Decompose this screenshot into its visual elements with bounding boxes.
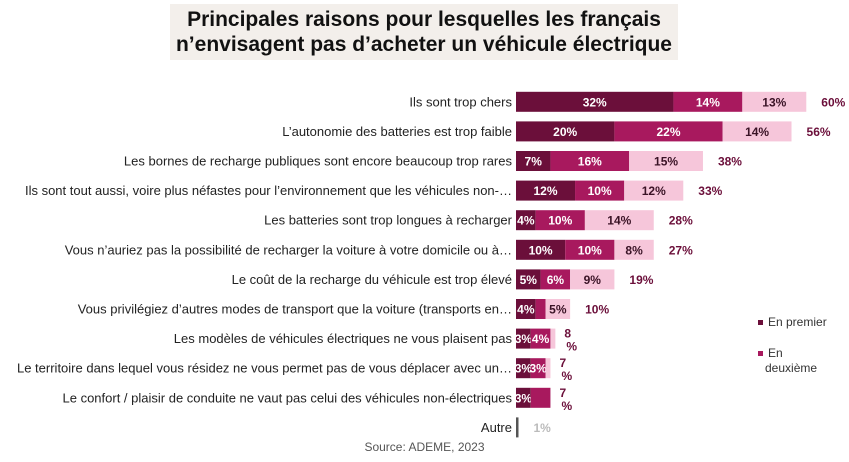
category-label: Vous n’auriez pas la possibilité de rech…	[65, 242, 512, 257]
total-label: 33%	[698, 184, 722, 198]
bar-segment	[530, 387, 551, 408]
bar-segment	[516, 387, 531, 408]
data-label: 9%	[584, 273, 602, 287]
data-label: 13%	[762, 95, 786, 109]
data-label: 12%	[534, 184, 558, 198]
data-label: 12%	[642, 184, 666, 198]
bar-segment	[614, 121, 723, 142]
data-label: 4%	[532, 332, 550, 346]
total-label: 1%	[534, 421, 552, 435]
bar-segment	[629, 151, 703, 171]
bar-segment	[516, 239, 566, 260]
data-label: 5%	[549, 303, 567, 317]
category-label: Les batteries sont trop longues à rechar…	[264, 213, 513, 228]
data-label: 14%	[745, 125, 769, 139]
data-label: 4%	[517, 214, 535, 228]
total-label: 38%	[718, 155, 742, 169]
legend-marker	[758, 351, 763, 356]
chart-title: Principales raisons pour lesquelles les …	[170, 4, 678, 60]
total-label: 60%	[821, 95, 845, 109]
bar-segment	[545, 358, 551, 379]
total-label: 56%	[807, 125, 831, 139]
bar-segment	[516, 269, 541, 290]
data-label: 6%	[547, 273, 565, 287]
data-label: 15%	[654, 155, 678, 169]
bar-segment	[516, 151, 551, 171]
legend-label: En premier	[768, 315, 827, 329]
data-label: 10%	[578, 243, 602, 257]
bar-segment	[516, 180, 576, 201]
total-label: 19%	[629, 273, 653, 287]
data-label: 10%	[529, 243, 553, 257]
bar-segment	[530, 328, 551, 349]
bar-segment	[530, 358, 546, 379]
bar-segment	[516, 91, 674, 112]
bar-segment	[565, 239, 615, 260]
bar-segment	[545, 299, 571, 319]
bar-segment	[742, 91, 807, 112]
bar-segment	[570, 269, 615, 290]
category-label: Autre	[481, 420, 512, 435]
data-label: 10%	[548, 214, 572, 228]
data-label: 22%	[657, 125, 681, 139]
bar-segment	[550, 328, 556, 349]
total-label: 27%	[669, 243, 693, 257]
legend-label: En deuxième	[765, 346, 817, 375]
category-label: Ils sont trop chers	[409, 94, 512, 109]
data-label: 7%	[525, 155, 543, 169]
bar-segment	[584, 210, 654, 231]
bar-segment	[516, 121, 615, 142]
data-label: 5%	[520, 273, 538, 287]
data-label: 3%	[515, 391, 533, 405]
bar-segment	[516, 328, 531, 349]
data-label: 4%	[517, 303, 535, 317]
total-label: 28%	[669, 214, 693, 228]
data-label: 14%	[696, 95, 720, 109]
bar-segment	[673, 91, 743, 112]
data-label: 3%	[515, 362, 533, 376]
source-note: Source: ADEME, 2023	[364, 440, 485, 454]
category-label: Vous privilégiez d’autres modes de trans…	[78, 302, 512, 317]
total-label: 7%	[559, 386, 572, 413]
legend-marker	[758, 320, 763, 325]
bar-segment	[535, 299, 546, 319]
bar-segment	[535, 210, 585, 231]
data-label: 10%	[588, 184, 612, 198]
category-label: Le coût de la recharge du véhicule est t…	[232, 272, 512, 287]
chart-title-line-2: n’envisagent pas d’acheter un véhicule é…	[175, 33, 672, 56]
category-label: L’autonomie des batteries est trop faibl…	[282, 124, 512, 139]
category-label: Les bornes de recharge publiques sont en…	[124, 154, 513, 169]
data-label: 8%	[625, 243, 643, 257]
bar-segment	[516, 210, 536, 231]
data-label: 14%	[607, 214, 631, 228]
chart-title-line-1: Principales raisons pour lesquelles les …	[187, 8, 661, 31]
bar-segment	[624, 180, 684, 201]
bar-segment	[516, 417, 519, 438]
data-label: 16%	[578, 155, 602, 169]
data-label: 32%	[583, 95, 607, 109]
category-label: Le confort / plaisir de conduite ne vaut…	[63, 390, 513, 405]
bar-segment	[516, 358, 531, 379]
category-label: Ils sont tout aussi, voire plus néfastes…	[25, 183, 512, 198]
total-label: 7%	[559, 356, 572, 383]
bar-segment	[614, 239, 654, 260]
data-label: 20%	[553, 125, 577, 139]
bar-segment	[550, 151, 630, 171]
category-label: Le territoire dans lequel vous résidez n…	[17, 361, 512, 376]
bar-segment	[575, 180, 625, 201]
bar-segment	[516, 299, 536, 319]
bar-segment	[722, 121, 792, 142]
total-label: 8%	[564, 327, 577, 354]
total-label: 10%	[585, 303, 609, 317]
data-label: 3%	[515, 332, 533, 346]
bar-segment	[540, 269, 571, 290]
category-label: Les modèles de véhicules électriques ne …	[174, 331, 513, 346]
data-label: 3%	[529, 362, 547, 376]
